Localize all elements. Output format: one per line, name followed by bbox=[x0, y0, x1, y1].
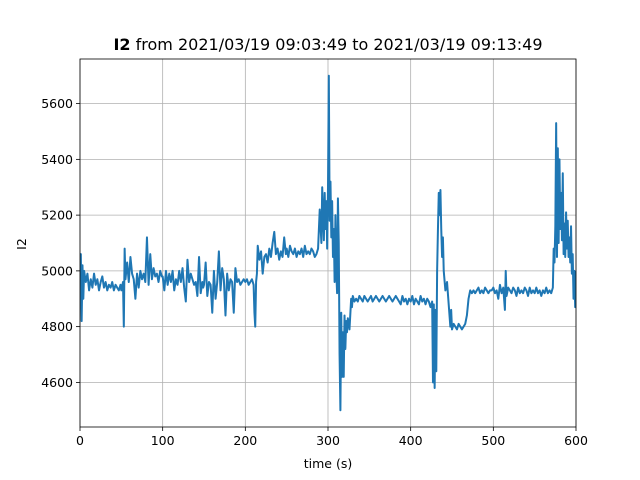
x-tick-label: 0 bbox=[76, 433, 84, 448]
y-axis-label: I2 bbox=[14, 238, 29, 250]
chart-title-bold: I2 bbox=[113, 35, 130, 54]
x-tick-label: 200 bbox=[233, 433, 257, 448]
x-axis-label: time (s) bbox=[304, 456, 352, 471]
y-tick-label: 5000 bbox=[41, 263, 73, 278]
y-tick-label: 5200 bbox=[41, 208, 73, 223]
x-tick-label: 300 bbox=[316, 433, 340, 448]
chart-title-rest: from 2021/03/19 09:03:49 to 2021/03/19 0… bbox=[131, 35, 543, 54]
plot-area bbox=[80, 74, 576, 412]
y-tick-label: 4600 bbox=[41, 375, 73, 390]
y-axis-ticks: 4600 4800 5000 5200 5400 5600 bbox=[41, 96, 80, 390]
x-axis-ticks: 0 100 200 300 400 500 600 bbox=[76, 427, 588, 448]
y-tick-label: 5600 bbox=[41, 96, 73, 111]
y-tick-label: 4800 bbox=[41, 319, 73, 334]
x-tick-label: 100 bbox=[151, 433, 175, 448]
x-tick-label: 500 bbox=[481, 433, 505, 448]
chart-title: I2 from 2021/03/19 09:03:49 to 2021/03/1… bbox=[113, 35, 542, 54]
y-tick-label: 5400 bbox=[41, 152, 73, 167]
series-line-1 bbox=[80, 74, 576, 412]
x-tick-label: 400 bbox=[399, 433, 423, 448]
x-tick-label: 600 bbox=[564, 433, 588, 448]
